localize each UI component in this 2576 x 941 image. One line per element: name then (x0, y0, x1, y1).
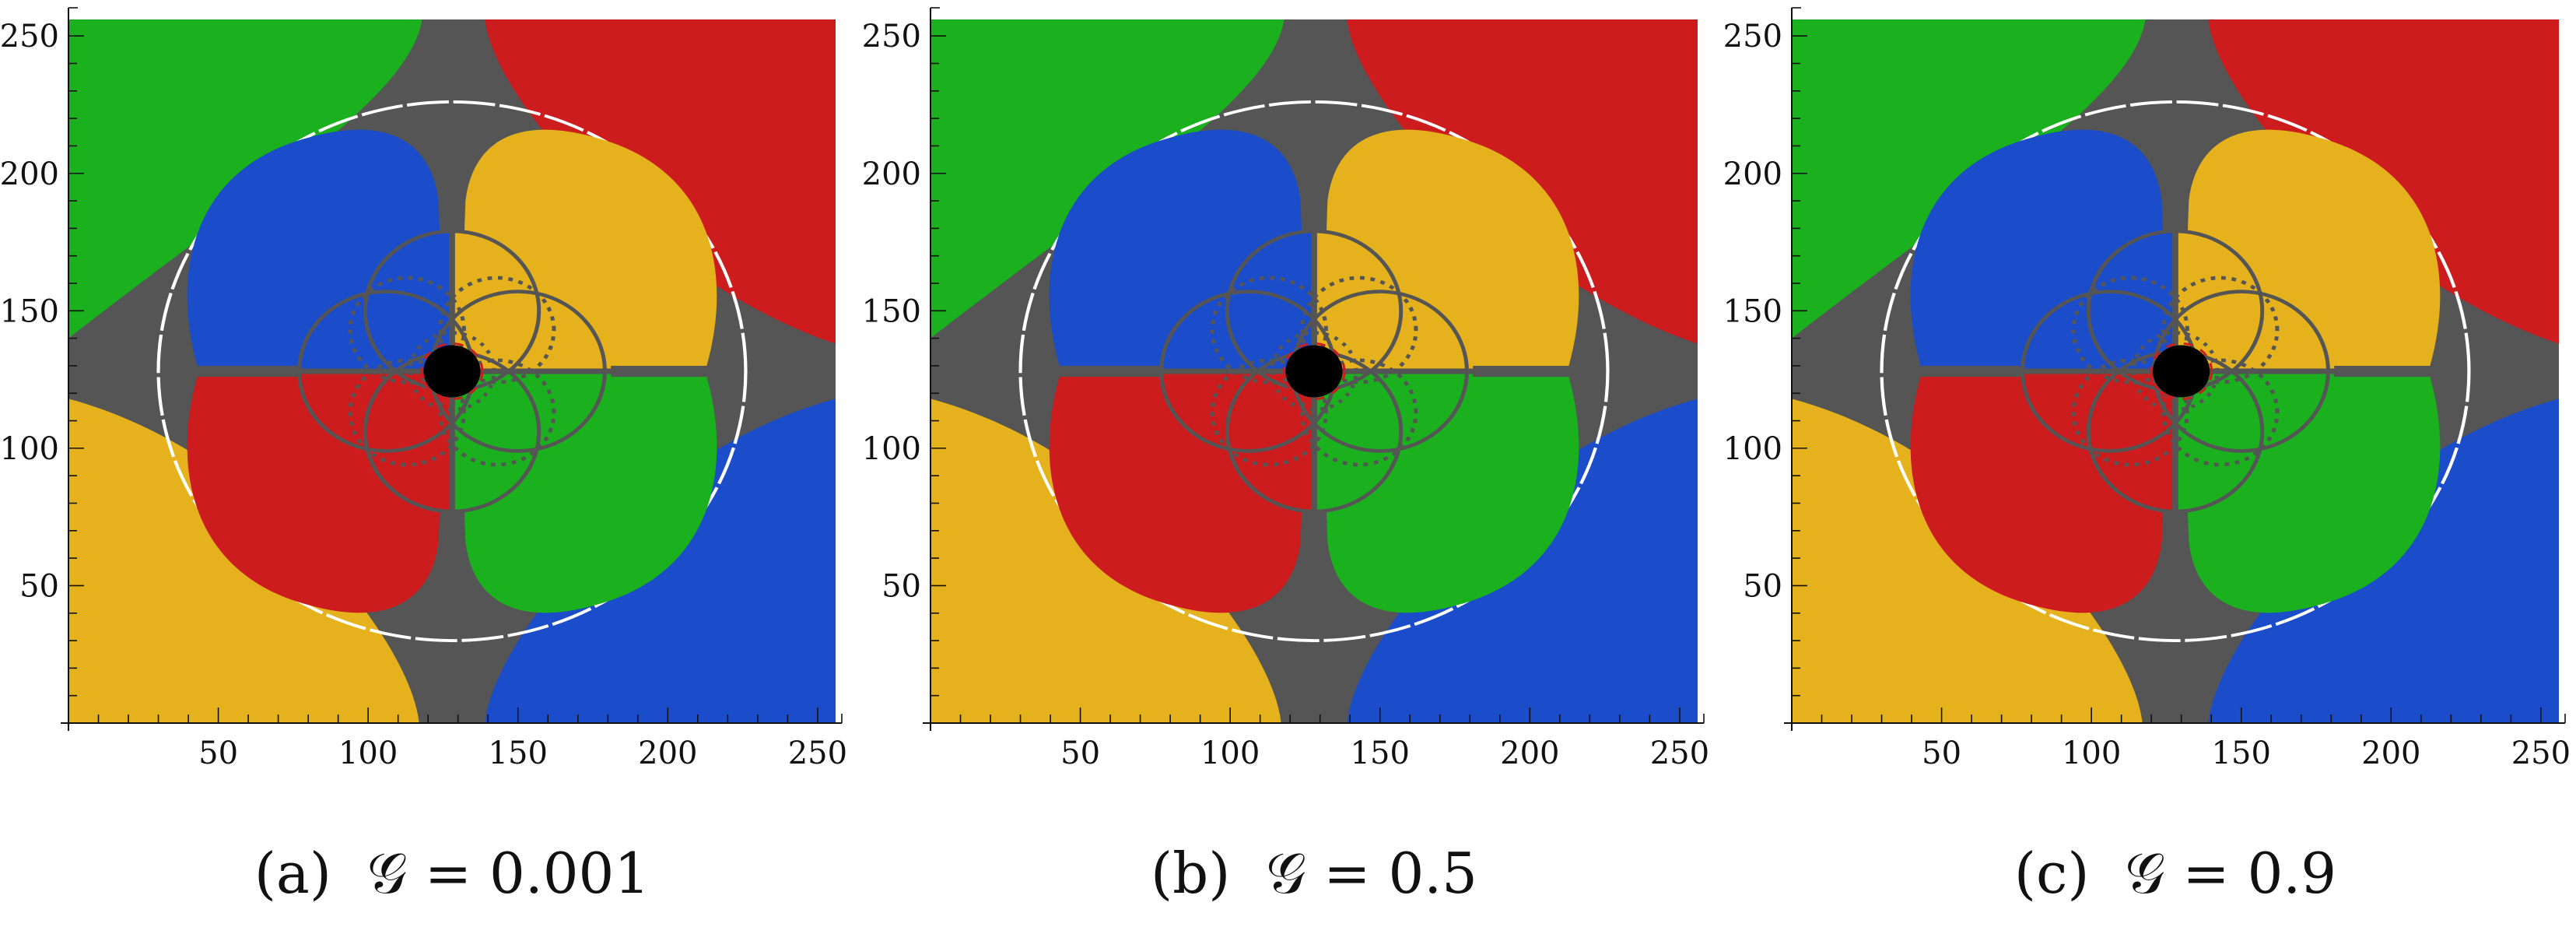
caustic-circle-dotted (1210, 358, 1328, 467)
caustic-circle-dotted (2071, 358, 2189, 467)
x-tick-label: 200 (1500, 736, 1559, 771)
x-tick-label: 150 (2212, 736, 2271, 771)
caption-c: (c) 𝒢 = 0.9 (2013, 841, 2337, 906)
y-tick-label: 250 (1723, 19, 1782, 54)
image-area (931, 19, 1698, 723)
y-tick-label: 150 (1723, 293, 1782, 329)
image-area (1792, 19, 2559, 723)
shadow-rim (1282, 342, 1346, 401)
y-tick-label: 250 (0, 19, 59, 54)
y-tick-label: 50 (19, 568, 59, 604)
caustic-circle-dotted (1300, 358, 1418, 467)
axes: 50 100 150 200 250 50 100 150 200 250 (0, 7, 847, 771)
x-tick-label: 250 (1650, 736, 1709, 771)
einstein-ring (1018, 100, 1610, 643)
plot-b: 50 100 150 200 250 50 100 150 200 250 (862, 7, 1709, 771)
einstein-ring (156, 100, 748, 643)
caption-b: (b) 𝒢 = 0.5 (1151, 841, 1477, 906)
caption-a: (a) 𝒢 = 0.001 (254, 841, 650, 906)
y-tick-label: 200 (862, 156, 921, 192)
caustic-circle-dotted (1300, 276, 1418, 384)
x-tick-label: 200 (2361, 736, 2420, 771)
y-tick-label: 100 (862, 431, 921, 467)
y-tick-label: 200 (0, 156, 59, 192)
axes: 50 100 150 200 250 50 100 150 200 250 (862, 7, 1709, 771)
image-content (1792, 19, 2559, 723)
x-tick-label: 150 (1351, 736, 1410, 771)
y-tick-label: 50 (881, 568, 921, 604)
caustic-circle-dotted (2161, 358, 2280, 467)
panel-c: 50 100 150 200 250 50 100 150 200 250 (c) 𝒢 = 0.9 (1723, 0, 2576, 941)
y-tick-label: 100 (0, 431, 59, 467)
caustic-circle-dotted (2161, 276, 2280, 384)
caustic-circle-dotted (348, 358, 466, 467)
x-tick-label: 100 (2062, 736, 2121, 771)
x-tick-label: 50 (1922, 736, 1961, 771)
black-hole-shadow (1285, 345, 1343, 398)
x-tick-label: 50 (1060, 736, 1100, 771)
caustic-circle-dotted (438, 276, 556, 384)
plot-c: 50 100 150 200 250 50 100 150 200 250 (1723, 7, 2571, 771)
y-tick-label: 250 (862, 19, 921, 54)
black-hole-shadow (2153, 345, 2210, 398)
image-content (931, 19, 1698, 723)
x-tick-label: 100 (338, 736, 398, 771)
caustic-circle-dotted (2071, 276, 2189, 384)
panel-b: 50 100 150 200 250 50 100 150 200 250 (b) 𝒢 = 0.5 (862, 0, 1721, 941)
x-tick-label: 200 (638, 736, 697, 771)
y-tick-label: 150 (862, 293, 921, 329)
y-tick-label: 200 (1723, 156, 1782, 192)
caustic-circle-dotted (348, 276, 466, 384)
x-tick-label: 150 (489, 736, 548, 771)
x-tick-label: 50 (198, 736, 238, 771)
x-tick-label: 100 (1200, 736, 1260, 771)
shadow-rim (420, 342, 484, 401)
axes: 50 100 150 200 250 50 100 150 200 250 (1723, 7, 2571, 771)
black-hole-shadow (423, 345, 481, 398)
einstein-ring (1880, 100, 2471, 643)
y-tick-label: 150 (0, 293, 59, 329)
y-tick-label: 100 (1723, 431, 1782, 467)
x-tick-label: 250 (788, 736, 847, 771)
x-tick-label: 250 (2511, 736, 2571, 771)
caustic-circle-dotted (438, 358, 556, 467)
plot-a: 50 100 150 200 250 50 100 150 200 250 (0, 7, 847, 771)
caustic-circle-dotted (1210, 276, 1328, 384)
y-tick-label: 50 (1743, 568, 1782, 604)
panel-a: 50 100 150 200 250 50 100 150 200 250 (a) 𝒢 = 0.0… (0, 0, 859, 941)
shadow-rim (2150, 342, 2213, 401)
image-content (68, 19, 836, 723)
image-area (68, 19, 836, 723)
